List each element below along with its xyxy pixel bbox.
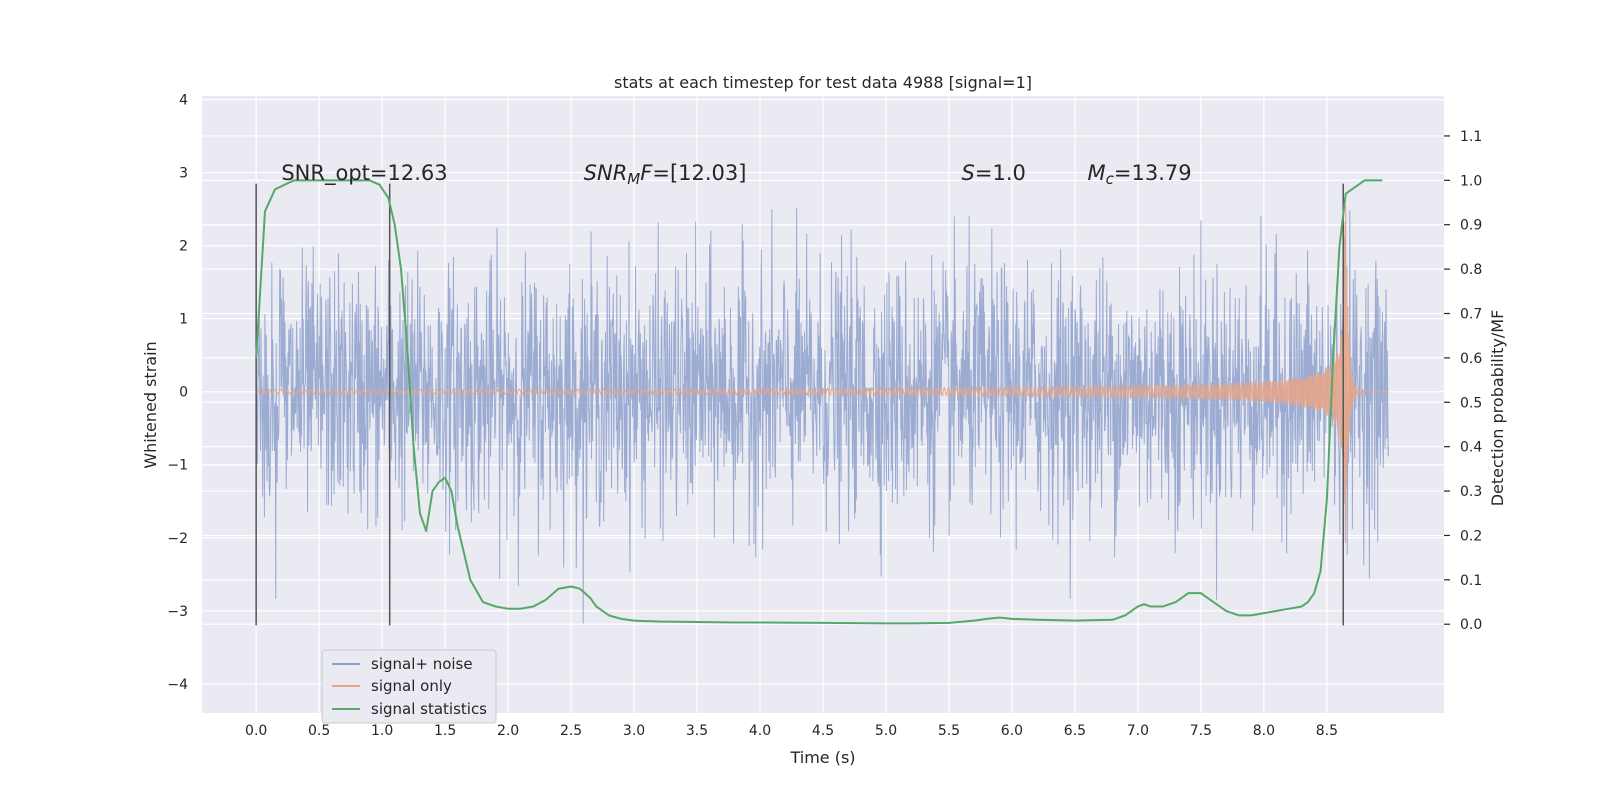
y-left-tick-label: −4 [167, 677, 188, 693]
x-tick-label: 0.5 [308, 723, 330, 739]
y-right-tick-label: 0.3 [1460, 484, 1482, 500]
x-tick-label: 2.5 [560, 723, 582, 739]
y-right-tick-label: 0.8 [1460, 262, 1482, 278]
y-left-tick-label: −2 [167, 531, 188, 547]
y-left-tick-label: 2 [179, 239, 188, 255]
annotations: SNR_opt=12.63 SNRMF=[12.03] S=1.0 Mc=13.79 [281, 161, 1191, 188]
annotation-3: Mc=13.79 [1088, 161, 1192, 188]
y-axis-left-ticks: 4 3 2 1 0 −1 −2 −3 −4 [167, 93, 188, 693]
y-right-tick-label: 0.6 [1460, 351, 1482, 367]
legend-label-signal-only: signal only [371, 677, 452, 695]
annotation-1: SNRMF=[12.03] [584, 161, 747, 188]
y-right-tick-label: 0.4 [1460, 440, 1482, 456]
x-tick-label: 3.5 [686, 723, 708, 739]
x-tick-label: 5.5 [938, 723, 960, 739]
x-tick-label: 1.0 [371, 723, 393, 739]
y-left-tick-label: 1 [179, 312, 188, 328]
y-right-tick-label: 1.1 [1460, 129, 1482, 145]
y-left-tick-label: 4 [179, 93, 188, 109]
x-tick-label: 4.0 [749, 723, 771, 739]
x-tick-label: 2.0 [497, 723, 519, 739]
plot-marks [255, 179, 1390, 626]
y-left-tick-label: −3 [167, 604, 188, 620]
x-tick-label: 4.5 [812, 723, 834, 739]
y-right-tick-label: 0.2 [1460, 528, 1482, 544]
x-tick-label: 7.5 [1190, 723, 1212, 739]
series-signal-statistics [255, 179, 1383, 625]
annotation-0: SNR_opt=12.63 [281, 161, 447, 186]
y-axis-right-ticks: 1.1 1.0 0.9 0.8 0.7 0.6 0.5 0.4 0.3 0.2 0.1 0.0 [1444, 129, 1482, 633]
x-tick-label: 6.0 [1001, 723, 1023, 739]
y-axis-right-label: Detection probability/MF [1488, 310, 1507, 507]
series-signal-only [255, 206, 1389, 541]
x-tick-label: 6.5 [1064, 723, 1086, 739]
x-tick-label: 1.5 [434, 723, 456, 739]
x-tick-label: 8.0 [1253, 723, 1275, 739]
annotation-2: S=1.0 [962, 161, 1026, 185]
y-right-tick-label: 0.7 [1460, 307, 1482, 323]
legend-box [321, 649, 497, 724]
y-right-tick-label: 1.0 [1460, 173, 1482, 189]
y-right-tick-label: 0.9 [1460, 218, 1482, 234]
y-right-tick-label: 0.1 [1460, 573, 1482, 589]
x-axis-ticks: 0.0 0.5 1.0 1.5 2.0 2.5 3.0 3.5 4.0 4.5 5.0 5.5 6.0 6… [245, 723, 1338, 739]
legend: signal+ noise signal only signal statist… [321, 649, 497, 724]
x-tick-label: 8.5 [1316, 723, 1338, 739]
x-tick-label: 5.0 [875, 723, 897, 739]
y-right-tick-label: 0.0 [1460, 617, 1482, 633]
x-tick-label: 3.0 [623, 723, 645, 739]
legend-label-signal-statistics: signal statistics [371, 700, 487, 718]
x-tick-label: 0.0 [245, 723, 267, 739]
y-left-tick-label: 3 [179, 166, 188, 182]
legend-label-signal-noise: signal+ noise [371, 655, 473, 673]
y-right-tick-label: 0.5 [1460, 395, 1482, 411]
chart-title: stats at each timestep for test data 498… [614, 73, 1032, 92]
x-axis-label: Time (s) [789, 748, 855, 767]
y-left-tick-label: 0 [179, 385, 188, 401]
y-axis-left-label: Whitened strain [141, 341, 160, 468]
x-tick-label: 7.0 [1127, 723, 1149, 739]
y-left-tick-label: −1 [167, 458, 188, 474]
